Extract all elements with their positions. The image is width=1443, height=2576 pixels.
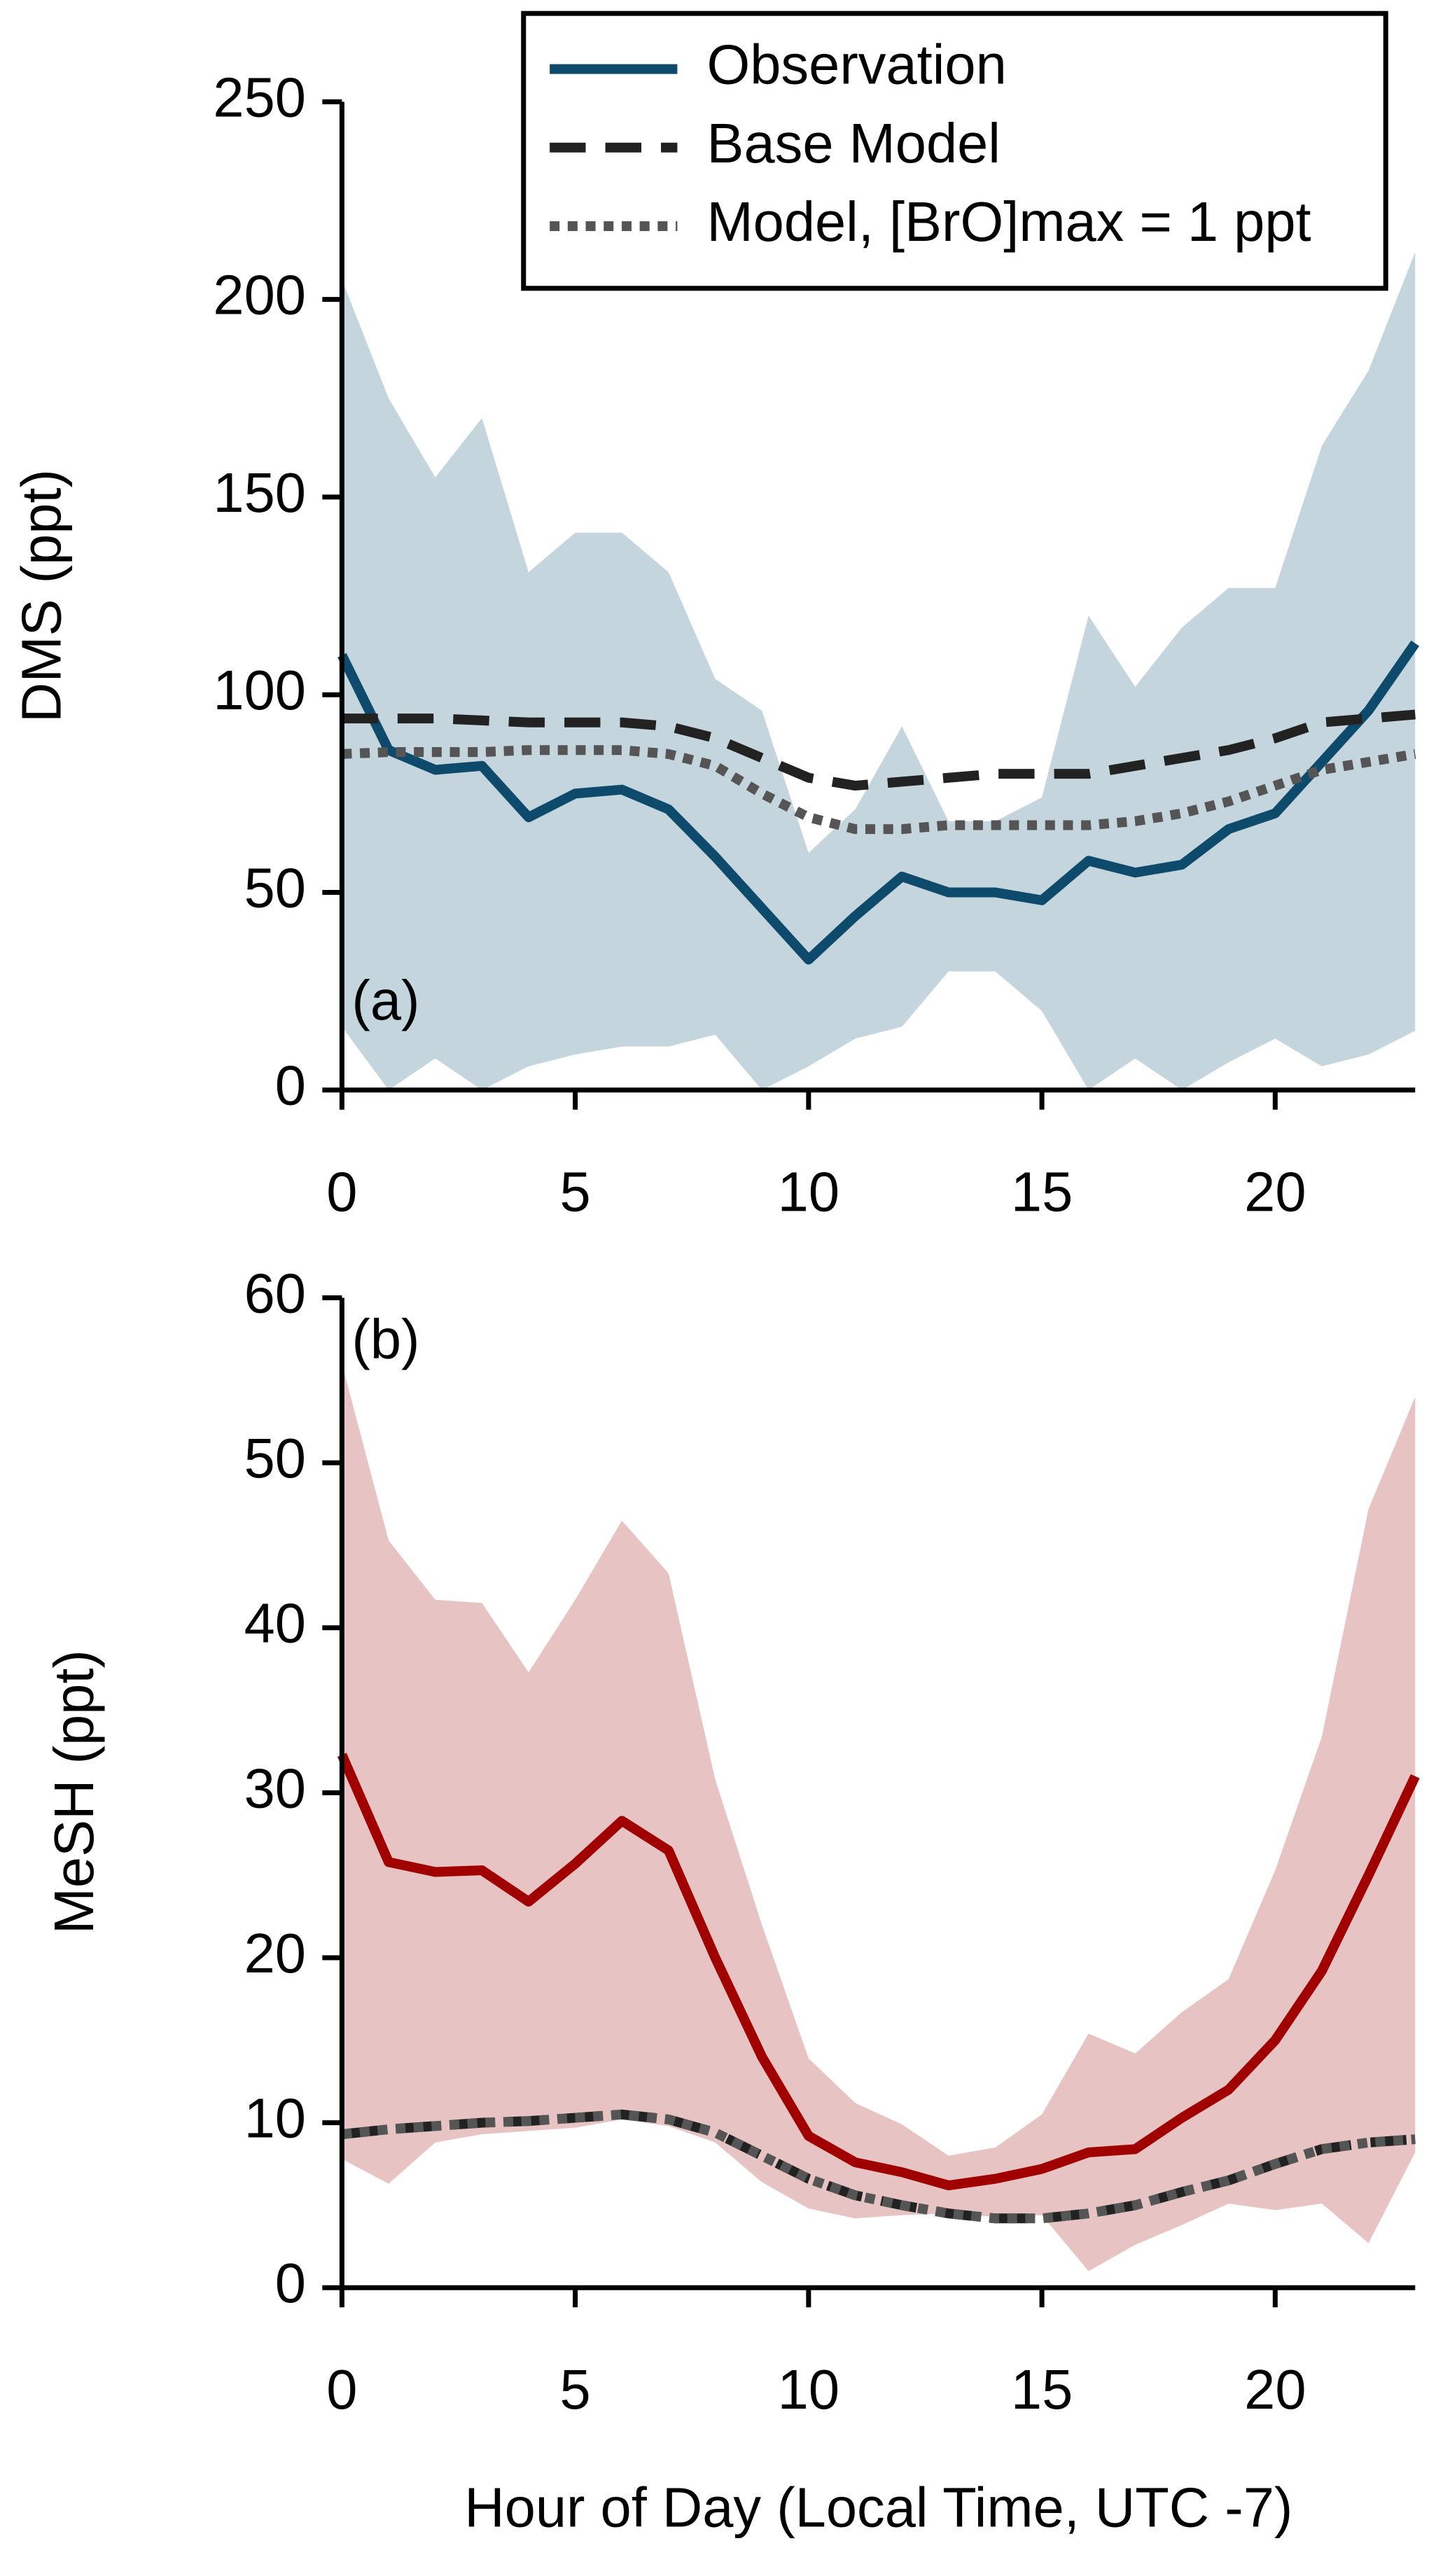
band: [342, 251, 1416, 1090]
x-axis-label: Hour of Day (Local Time, UTC -7): [464, 2476, 1292, 2538]
x-tick-label: 15: [1011, 2358, 1073, 2421]
x-tick-label: 20: [1244, 1161, 1306, 1223]
series-line: [337, 1753, 1420, 2191]
y-tick-label: 250: [213, 66, 306, 128]
legend-label: Observation: [706, 34, 1006, 96]
y-tick-label: 150: [213, 461, 306, 524]
x-tick-label: 15: [1011, 1161, 1073, 1223]
y-tick-label: 100: [213, 659, 306, 721]
panel-label: (a): [351, 969, 419, 1031]
x-tick-label: 5: [560, 1161, 591, 1223]
x-tick-label: 10: [778, 2358, 839, 2421]
series-line: [342, 709, 1416, 791]
x-tick-label: 20: [1244, 2358, 1306, 2421]
x-tick-label: 10: [778, 1161, 839, 1223]
x-tick-label: 0: [326, 2358, 357, 2421]
legend-label: Base Model: [706, 112, 1001, 174]
x-tick-label: 5: [560, 2358, 591, 2421]
y-tick-label: 200: [213, 264, 306, 326]
y-axis-label: DMS (ppt): [10, 469, 72, 723]
y-tick-label: 50: [244, 1427, 306, 1489]
x-tick-label: 0: [326, 1161, 357, 1223]
band: [342, 1363, 1416, 2271]
y-tick-label: 50: [244, 856, 306, 919]
y-tick-label: 0: [275, 1054, 306, 1117]
y-tick-label: 20: [244, 1922, 306, 1984]
y-tick-label: 60: [244, 1262, 306, 1325]
series-line: [341, 2109, 1416, 2224]
y-tick-label: 0: [275, 2252, 306, 2314]
series-line: [337, 640, 1420, 965]
y-axis-label: MeSH (ppt): [43, 1650, 105, 1934]
legend: Observation Base Model Model, [BrO]max = 1…: [521, 11, 1388, 291]
y-tick-label: 40: [244, 1592, 306, 1655]
y-tick-label: 30: [244, 1757, 306, 1819]
legend-label: Model, [BrO]max = 1 ppt: [706, 190, 1311, 253]
panel-label: (b): [351, 1308, 419, 1370]
y-tick-label: 10: [244, 2087, 306, 2150]
